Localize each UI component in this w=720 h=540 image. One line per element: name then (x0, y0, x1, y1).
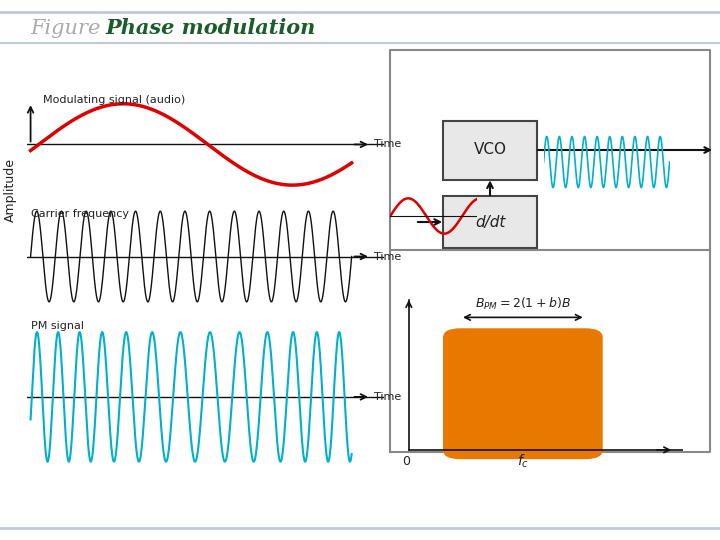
Text: Time: Time (374, 139, 401, 150)
Text: Modulating signal (audio): Modulating signal (audio) (43, 95, 186, 105)
Text: $f_c$: $f_c$ (517, 453, 529, 470)
Text: $B_{PM} = 2(1 + b)B$: $B_{PM} = 2(1 + b)B$ (475, 296, 571, 312)
FancyBboxPatch shape (443, 120, 537, 179)
Text: PM signal: PM signal (31, 321, 84, 331)
Text: 0: 0 (402, 455, 410, 468)
Text: Time: Time (374, 392, 401, 402)
Text: Figure: Figure (30, 18, 100, 37)
Text: VCO: VCO (474, 143, 506, 158)
Text: Phase modulation: Phase modulation (105, 18, 315, 38)
FancyBboxPatch shape (443, 328, 603, 459)
Text: d/dt: d/dt (474, 214, 505, 230)
Text: Amplitude: Amplitude (4, 158, 17, 222)
FancyBboxPatch shape (443, 196, 537, 248)
Text: Carrier frequency: Carrier frequency (31, 209, 129, 219)
Text: Time: Time (374, 252, 401, 261)
